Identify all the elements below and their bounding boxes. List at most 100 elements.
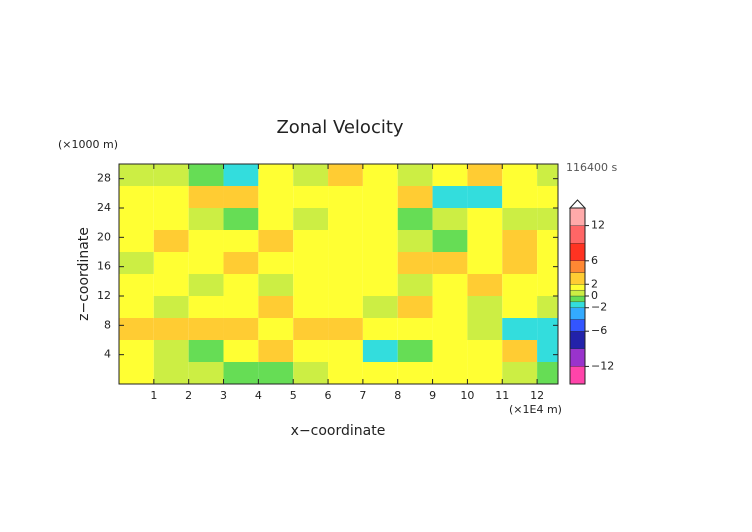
y-tick-label: 4 [104,348,111,361]
field-cell [362,362,398,384]
field-cell [432,274,468,296]
field-cell [223,252,259,274]
field-cell [188,252,224,274]
field-cell [362,340,398,362]
y-tick-label: 20 [97,230,111,243]
field-cell [328,318,363,340]
field-cell [119,362,154,384]
field-cell [502,362,538,384]
field-cell [223,340,259,362]
field-cell [188,208,224,230]
colorbar-swatch [569,272,586,285]
field-cell [467,274,503,296]
field-cell [502,230,538,252]
field-cell [188,340,224,362]
y-tick-label: 24 [97,201,111,214]
field-cell [223,274,259,296]
field-cell [258,318,294,340]
field-cell [188,230,224,252]
field-cell [432,340,468,362]
field-cell [362,296,398,318]
field-cell [397,296,433,318]
field-cell [432,252,468,274]
y-tick-label: 16 [97,260,111,273]
field-cell [467,252,503,274]
field-cell [362,252,398,274]
field-cell [188,186,224,208]
field-cell [397,164,433,186]
field-cell [502,252,538,274]
field-cell [119,208,154,230]
field-cell [537,318,558,340]
x-tick-label: 8 [394,389,401,402]
x-unit: (×1E4 m) [509,403,562,416]
colorbar-swatch [569,301,586,308]
field-cell [223,208,259,230]
field-cell [293,340,329,362]
field-cell [502,296,538,318]
field-cell [432,230,468,252]
y-tick-label: 8 [104,318,111,331]
field-cell [258,230,294,252]
field-cell [537,186,558,208]
y-tick-label: 28 [97,172,111,185]
field-cell [258,186,294,208]
field-cell [362,164,398,186]
field-cell [397,252,433,274]
field-cell [119,318,154,340]
field [119,164,558,384]
field-cell [467,362,503,384]
field-cell [328,230,363,252]
field-cell [362,230,398,252]
field-cell [432,186,468,208]
field-cell [258,340,294,362]
field-cell [467,318,503,340]
field-cell [397,186,433,208]
field-cell [153,318,189,340]
field-cell [328,208,363,230]
field-cell [188,164,224,186]
field-cell [397,274,433,296]
field-cell [258,208,294,230]
field-cell [502,318,538,340]
field-cell [293,296,329,318]
field-cell [153,296,189,318]
field-cell [188,362,224,384]
field-cell [188,296,224,318]
time-label: 116400 s [566,161,617,174]
field-cell [293,230,329,252]
field-cell [119,252,154,274]
field-cell [258,252,294,274]
field-cell [328,340,363,362]
field-cell [397,230,433,252]
field-cell [502,208,538,230]
field-cell [467,164,503,186]
field-cell [432,362,468,384]
field-cell [537,296,558,318]
colorbar-swatch [569,366,586,385]
field-cell [258,362,294,384]
colorbar-swatch [569,331,586,349]
colorbar-swatch [569,243,586,261]
x-tick-label: 2 [185,389,192,402]
x-tick-label: 1 [150,389,157,402]
colorbar-tick-label: 0 [591,289,598,302]
field-cell [537,362,558,384]
field-cell [293,208,329,230]
field-cell [432,318,468,340]
field-cell [188,318,224,340]
colorbar-tick-label: 2 [591,277,598,290]
colorbar-tick-label: 12 [591,219,605,232]
field-cell [362,208,398,230]
field-cell [328,164,363,186]
x-tick-label: 4 [255,389,262,402]
field-cell [223,362,259,384]
field-cell [362,274,398,296]
field-cell [223,318,259,340]
field-cell [397,208,433,230]
colorbar-tick-label: −6 [591,324,607,337]
field-cell [328,252,363,274]
field-cell [258,296,294,318]
